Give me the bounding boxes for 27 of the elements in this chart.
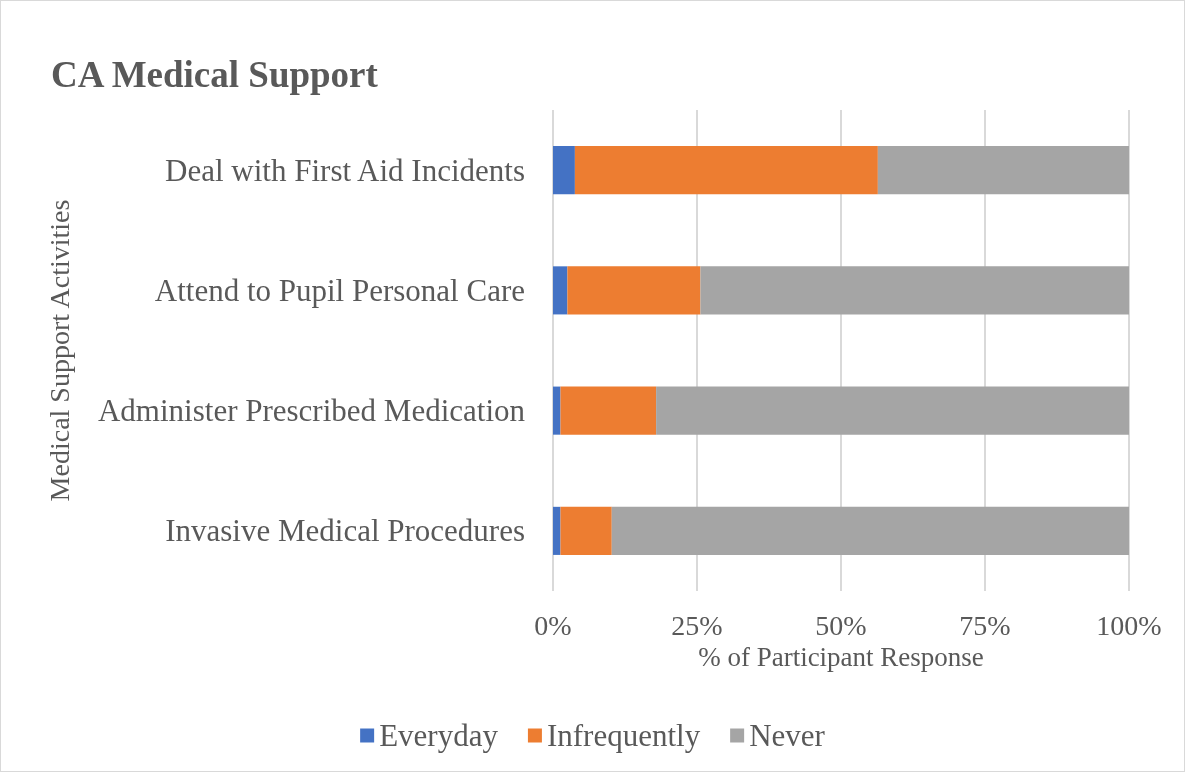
bar [656, 386, 1129, 435]
y-tick-label: Administer Prescribed Medication [97, 393, 526, 429]
bar [553, 506, 561, 555]
legend-label: Never [749, 718, 826, 753]
text: CA Medical Support [51, 54, 379, 95]
y-axis-title: Medical Support Activities [43, 199, 75, 502]
bar [574, 146, 878, 195]
bar [611, 506, 1129, 555]
x-tick-label: 0% [534, 609, 572, 641]
bar [560, 506, 612, 555]
bar [877, 146, 1129, 195]
x-tick-label: 75% [959, 609, 1011, 641]
y-tick-label: Invasive Medical Procedures [165, 513, 525, 549]
bar [560, 386, 657, 435]
x-axis-title: % of Participant Response [698, 642, 984, 673]
bar [567, 266, 701, 315]
x-tick-label: 25% [671, 609, 723, 641]
x-tick-label: 50% [815, 609, 867, 641]
x-tick-label: 100% [1096, 609, 1162, 641]
bar [700, 266, 1129, 315]
bar [553, 146, 575, 195]
bar [553, 386, 561, 435]
y-tick-label: Deal with First Aid Incidents [165, 152, 525, 188]
y-tick-label: Attend to Pupil Personal Care [154, 272, 525, 308]
legend-label: Infrequently [546, 718, 701, 753]
legend-label: Everyday [379, 718, 499, 753]
bar [553, 266, 568, 315]
